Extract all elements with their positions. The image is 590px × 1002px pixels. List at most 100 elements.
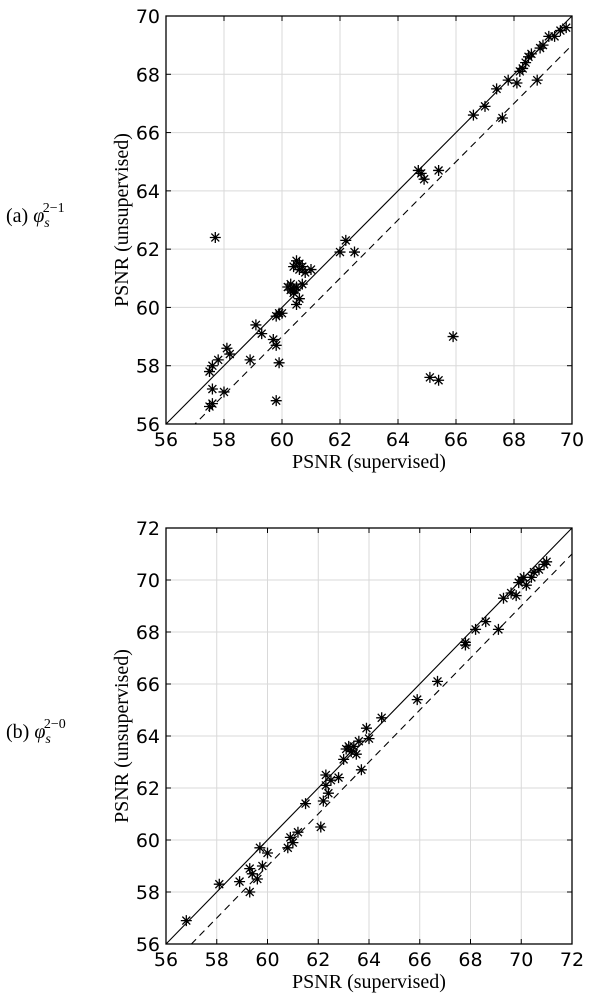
x-axis-label: PSNR (supervised) [292, 451, 446, 473]
data-point [287, 837, 299, 849]
x-tick-label: 70 [509, 949, 533, 971]
data-point [411, 694, 423, 706]
data-point [267, 333, 279, 345]
data-point [334, 246, 346, 258]
data-point [288, 261, 300, 273]
x-tick-label: 62 [306, 949, 330, 971]
x-axis-label: PSNR (supervised) [292, 971, 446, 993]
x-tick-label: 72 [560, 949, 584, 971]
data-point [345, 746, 357, 758]
data-point [541, 556, 553, 568]
y-tick-label: 66 [136, 123, 160, 145]
data-point [531, 74, 543, 86]
data-point [206, 398, 218, 410]
data-point [299, 266, 311, 278]
data-point [320, 779, 332, 791]
x-tick-label: 60 [270, 429, 294, 451]
data-point [300, 798, 312, 810]
data-point [353, 735, 365, 747]
x-tick-label: 58 [212, 429, 236, 451]
data-point [492, 623, 504, 635]
data-point [284, 831, 296, 843]
data-point [363, 733, 375, 745]
panel-label-prefix: (a) [6, 205, 33, 227]
data-point [292, 826, 304, 838]
x-tick-label: 68 [502, 429, 526, 451]
y-tick-label: 66 [136, 674, 160, 696]
panel-label: (a) φs2−1 [6, 201, 65, 231]
data-point [180, 915, 192, 927]
data-point [497, 592, 509, 604]
data-point [273, 357, 285, 369]
data-point [533, 564, 545, 576]
chart-panel-a: 56 58 60 62 64 66 68 70 56 58 60 62 64 66 68 70 PSNR (su… [6, 6, 584, 473]
data-point [291, 299, 302, 311]
y-tick-label: 70 [136, 6, 160, 28]
data-point [560, 22, 572, 34]
y-tick-label: 56 [136, 414, 160, 436]
x-tick-label: 58 [205, 949, 229, 971]
data-point [317, 795, 329, 807]
y-tick-label: 58 [136, 356, 160, 378]
x-tick-label: 56 [154, 429, 178, 451]
data-point [244, 354, 256, 366]
reference-line-dashed [190, 553, 572, 944]
panel-label-superscript: 2−0 [44, 717, 66, 732]
data-point [333, 772, 345, 784]
data-point [322, 787, 334, 799]
plot-frame [165, 15, 573, 425]
data-point [418, 173, 430, 185]
data-point [355, 764, 367, 776]
panel-label-symbol: φ [33, 205, 44, 227]
data-point [212, 354, 224, 366]
data-point [270, 339, 282, 351]
data-point [251, 873, 263, 885]
data-point [250, 319, 262, 331]
data-point [496, 112, 508, 124]
data-point [285, 278, 297, 290]
data-point [520, 579, 532, 591]
data-point [433, 374, 445, 386]
data-point [528, 566, 540, 578]
x-tick-label: 66 [408, 949, 432, 971]
y-tick-label: 56 [136, 934, 160, 956]
data-point [221, 342, 233, 354]
data-point [293, 293, 305, 305]
y-axis-label: PSNR (unsupervised) [111, 649, 133, 823]
x-tick-label: 64 [357, 949, 381, 971]
data-point [206, 383, 218, 395]
panel-label: (b) φs2−0 [6, 717, 66, 747]
panel-label-superscript: 2−1 [43, 201, 65, 216]
data-point [256, 328, 268, 340]
data-point [424, 371, 436, 383]
panel-label-subscript: s [44, 216, 50, 231]
y-tick-label: 64 [136, 726, 160, 748]
panel-label-prefix: (b) [6, 721, 34, 743]
data-point [523, 51, 534, 63]
data-point [433, 164, 445, 176]
data-point [447, 331, 459, 343]
y-tick-label: 60 [136, 830, 160, 852]
y-tick-label: 62 [136, 239, 160, 261]
y-tick-label: 68 [136, 622, 160, 644]
data-point [213, 878, 225, 890]
y-tick-label: 58 [136, 882, 160, 904]
data-point [262, 847, 273, 859]
data-point [518, 571, 530, 583]
data-point [320, 769, 332, 781]
data-point [376, 712, 388, 724]
y-tick-label: 64 [136, 181, 160, 203]
data-point [206, 360, 218, 372]
data-point [296, 278, 308, 290]
data-point [315, 821, 327, 833]
x-tick-label: 70 [560, 429, 584, 451]
panel-label-symbol: φ [34, 721, 45, 743]
y-tick-label: 70 [136, 570, 160, 592]
data-point [325, 774, 337, 786]
y-tick-label: 62 [136, 778, 160, 800]
data-point [305, 264, 317, 276]
data-point [340, 234, 352, 246]
data-point [432, 675, 444, 687]
x-tick-label: 68 [458, 949, 482, 971]
